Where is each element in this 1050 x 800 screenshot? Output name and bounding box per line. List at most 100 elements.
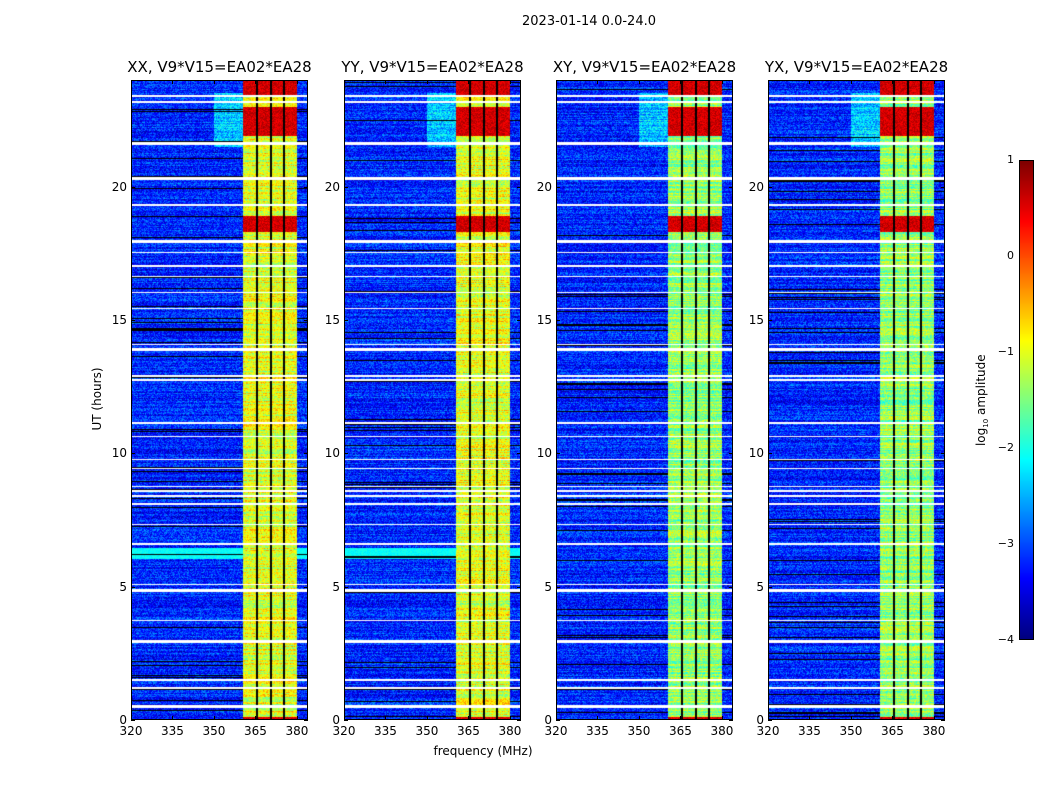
heatmap-xy (556, 80, 733, 720)
y-tick-label: 0 (119, 713, 127, 727)
colorbar-label-sub: 10 (982, 418, 991, 428)
x-tick-label: 335 (161, 724, 184, 738)
x-tick-label: 335 (586, 724, 609, 738)
y-tick-label: 20 (324, 179, 340, 194)
heatmap-yy (344, 80, 521, 720)
y-tick-label: 15 (324, 313, 340, 327)
y-tick-mark (729, 720, 733, 721)
colorbar-tick-label: −2 (997, 441, 1014, 454)
y-tick-mark (556, 720, 560, 721)
x-tick-mark (556, 716, 557, 720)
colorbar-label-suffix: amplitude (973, 354, 988, 419)
x-tick-mark (385, 716, 387, 720)
x-tick-mark (468, 716, 470, 720)
y-tick-mark (131, 320, 135, 321)
x-tick-mark (680, 716, 682, 720)
y-tick-label: 10 (536, 446, 552, 461)
x-tick-mark (933, 716, 935, 720)
colorbar-tick-label: −3 (997, 537, 1014, 550)
x-tick-mark (131, 80, 132, 84)
y-tick-mark (344, 453, 348, 455)
heatmap-yx (768, 80, 945, 720)
x-tick-mark (809, 716, 811, 720)
y-tick-mark (131, 586, 135, 588)
x-tick-label: 380 (498, 724, 522, 738)
x-tick-label: 320 (544, 724, 568, 738)
y-tick-mark (556, 586, 560, 588)
panel-yy: YY, V9*V15=EA02*EA28 0 5 10 15 20 320 335 350 36… (325, 58, 524, 738)
axes-frame (344, 80, 521, 720)
x-tick-label: 380 (922, 724, 946, 738)
x-tick-label: 365 (881, 724, 904, 738)
y-tick-label: 10 (324, 446, 340, 461)
y-tick-mark (344, 320, 348, 321)
y-tick-label: 10 (111, 446, 127, 461)
y-tick-mark (556, 186, 560, 188)
y-tick-mark (729, 453, 733, 455)
y-tick-mark (941, 720, 945, 721)
x-tick-mark (426, 716, 428, 720)
x-tick-mark (850, 80, 852, 84)
panel-xy: XY, V9*V15=EA02*EA28 0 5 10 15 20 320 335 350 36… (537, 58, 736, 738)
y-tick-mark (768, 186, 772, 188)
x-tick-mark (172, 716, 174, 720)
x-tick-mark (892, 716, 894, 720)
y-tick-label: 20 (536, 179, 552, 194)
y-tick-mark (517, 320, 521, 321)
colorbar-tick-label: 1 (1007, 153, 1014, 166)
x-tick-mark (850, 716, 852, 720)
x-axis-label: frequency (MHz) (433, 744, 533, 758)
x-tick-label: 335 (374, 724, 397, 738)
axes-frame (556, 80, 733, 720)
x-tick-label: 335 (798, 724, 821, 738)
x-tick-mark (296, 80, 298, 84)
axes-frame (768, 80, 945, 720)
colorbar-label: log10 amplitude (974, 340, 990, 460)
colorbar-tick-label: 0 (1007, 249, 1014, 262)
y-tick-label: 5 (119, 579, 127, 594)
y-tick-label: 0 (332, 713, 340, 727)
y-tick-mark (556, 320, 560, 321)
x-tick-mark (638, 80, 640, 84)
x-tick-label: 320 (756, 724, 780, 738)
y-tick-mark (729, 320, 733, 321)
panel-xx: XX, V9*V15=EA02*EA28 0 5 10 15 20 320 335 350 36… (112, 58, 312, 738)
y-tick-mark (304, 720, 308, 721)
colorbar-label-prefix: log (973, 427, 988, 447)
x-tick-mark (768, 80, 769, 84)
x-tick-mark (213, 80, 215, 84)
y-tick-mark (131, 720, 135, 721)
x-tick-label: 320 (119, 724, 143, 738)
y-tick-label: 0 (756, 713, 764, 727)
y-tick-mark (344, 720, 348, 721)
x-tick-mark (344, 716, 345, 720)
y-tick-mark (941, 453, 945, 455)
y-tick-mark (729, 186, 733, 188)
panel-title: YX, V9*V15=EA02*EA28 (764, 58, 949, 76)
x-tick-mark (892, 80, 894, 84)
y-tick-mark (729, 586, 733, 588)
x-tick-label: 365 (244, 724, 267, 738)
x-tick-mark (597, 716, 599, 720)
x-tick-mark (597, 80, 599, 84)
y-tick-mark (556, 453, 560, 455)
heatmap-xx (131, 80, 308, 720)
y-tick-mark (768, 720, 772, 721)
y-tick-label: 15 (536, 313, 552, 327)
x-tick-label: 365 (457, 724, 480, 738)
x-tick-mark (344, 80, 345, 84)
x-tick-mark (509, 716, 511, 720)
x-tick-mark (680, 80, 682, 84)
y-tick-mark (941, 586, 945, 588)
y-tick-mark (517, 453, 521, 455)
x-tick-mark (768, 716, 769, 720)
x-tick-mark (255, 80, 257, 84)
x-tick-label: 380 (710, 724, 734, 738)
y-tick-label: 15 (748, 313, 764, 327)
y-tick-mark (517, 586, 521, 588)
y-tick-mark (517, 720, 521, 721)
y-tick-mark (768, 453, 772, 455)
colorbar-tick-label: −1 (997, 345, 1014, 358)
x-tick-mark (213, 716, 215, 720)
x-tick-mark (255, 716, 257, 720)
